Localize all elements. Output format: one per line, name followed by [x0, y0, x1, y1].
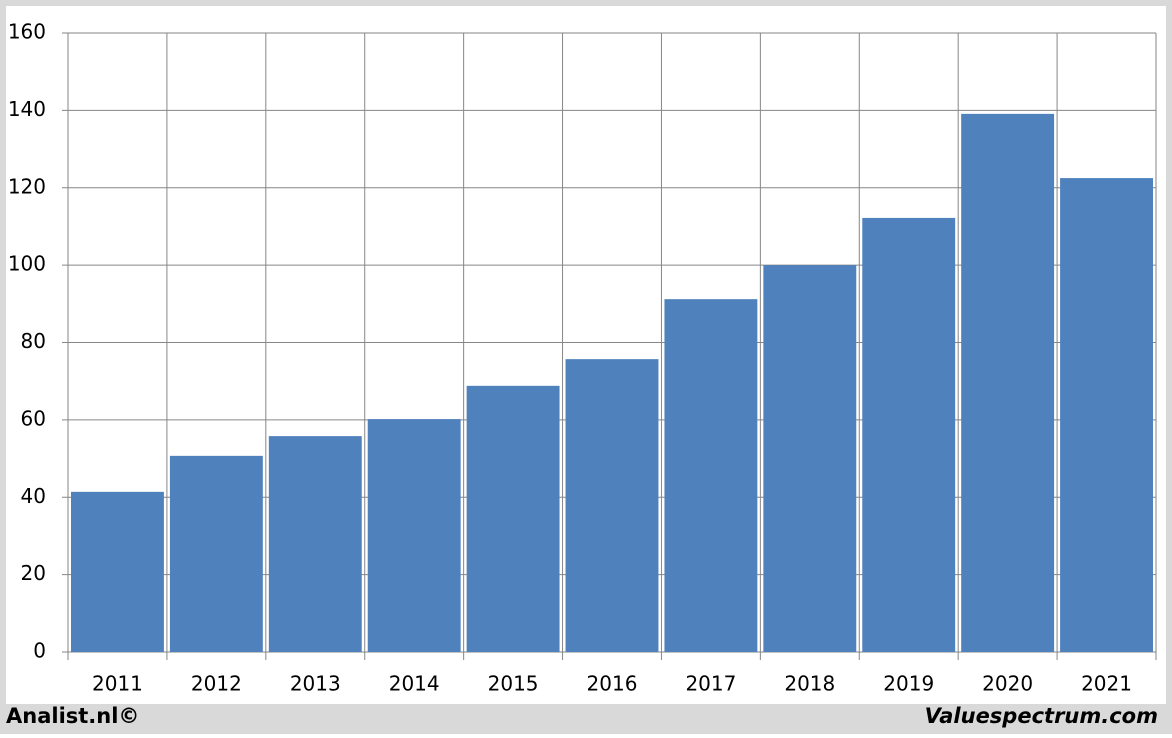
bar — [565, 359, 659, 652]
x-tick-label: 2014 — [389, 672, 440, 696]
bar — [71, 491, 164, 652]
bar — [367, 419, 461, 652]
source-left: Analist.nl© — [6, 704, 139, 728]
bar — [862, 217, 956, 652]
y-tick-label: 140 — [8, 97, 46, 121]
bar — [664, 299, 758, 652]
x-tick-label: 2012 — [191, 672, 242, 696]
bar — [763, 265, 857, 652]
x-tick-label: 2016 — [587, 672, 638, 696]
y-tick-label: 120 — [8, 174, 46, 198]
x-tick-label: 2013 — [290, 672, 341, 696]
y-tick-label: 40 — [21, 484, 46, 508]
y-tick-label: 100 — [8, 252, 46, 276]
y-tick-label: 160 — [8, 20, 46, 44]
x-tick-label: 2011 — [92, 672, 143, 696]
x-tick-label: 2015 — [488, 672, 539, 696]
y-tick-label: 60 — [21, 406, 46, 430]
y-tick-label: 0 — [33, 639, 46, 663]
y-tick-label: 20 — [21, 561, 46, 585]
bar — [1060, 178, 1153, 652]
source-right: Valuespectrum.com — [925, 704, 1158, 728]
bar — [268, 436, 362, 652]
x-tick-label: 2020 — [982, 672, 1033, 696]
x-tick-label: 2019 — [883, 672, 934, 696]
x-tick-label: 2021 — [1081, 672, 1132, 696]
bar — [169, 455, 263, 652]
x-tick-label: 2018 — [784, 672, 835, 696]
x-tick-label: 2017 — [685, 672, 736, 696]
bar — [466, 385, 560, 652]
bar — [961, 113, 1055, 652]
y-tick-label: 80 — [21, 329, 46, 353]
